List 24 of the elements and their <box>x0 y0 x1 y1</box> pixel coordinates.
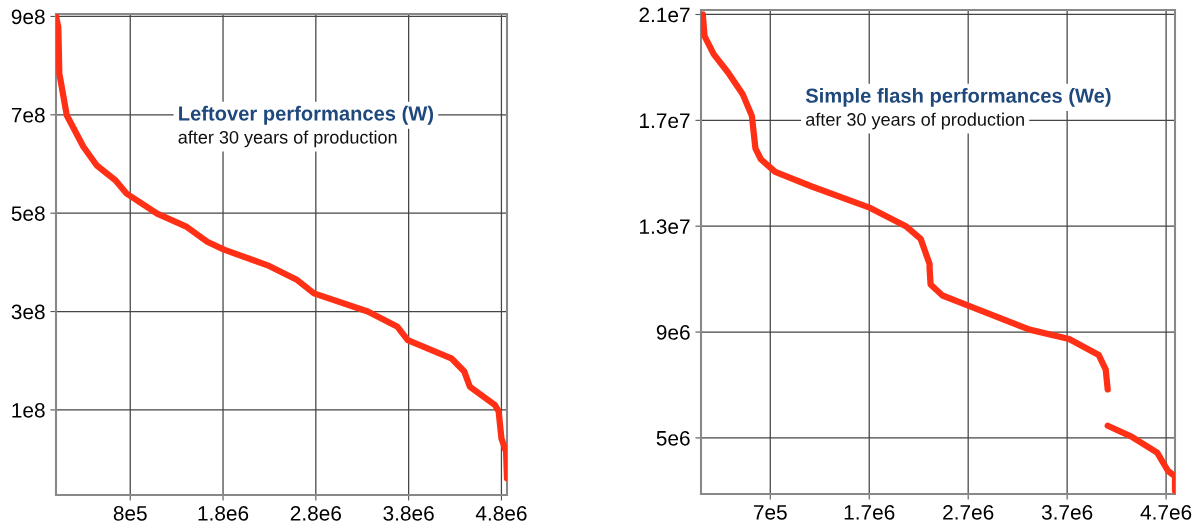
y-tick-label: 1e8 <box>12 402 45 418</box>
y-tick-label: 9e6 <box>656 325 690 340</box>
y-tick-label: 5e6 <box>656 430 690 446</box>
x-tick-label: 3.8e6 <box>383 505 434 521</box>
y-tick-label: 3e8 <box>11 304 45 320</box>
y-tick-label: 5e8 <box>11 206 45 221</box>
x-tick-label: 2.7e6 <box>943 504 994 520</box>
y-tick-label: 2.1e7 <box>639 7 690 23</box>
y-tick-label: 9e8 <box>11 9 45 25</box>
text: Leftover performances (W) <box>179 105 434 125</box>
x-tick-label: 4.8e6 <box>475 505 527 521</box>
x-tick-label: 7e5 <box>753 505 787 520</box>
x-tick-label: 2.8e6 <box>290 505 341 521</box>
x-tick-label: 1.8e6 <box>198 505 249 521</box>
x-tick-label: 8e5 <box>113 505 147 521</box>
x-tick-label: 4.7e6 <box>1140 504 1192 520</box>
text: after 30 years of production <box>178 130 397 148</box>
text: after 30 years of production <box>806 112 1024 130</box>
text: Simple flash performances (We) <box>805 88 1111 107</box>
y-tick-label: 1.7e7 <box>640 113 690 129</box>
x-tick-label: 1.7e6 <box>844 504 895 520</box>
y-tick-label: 1.3e7 <box>640 219 690 234</box>
y-tick-label: 7e8 <box>11 107 45 123</box>
x-tick-label: 3.7e6 <box>1041 504 1093 520</box>
